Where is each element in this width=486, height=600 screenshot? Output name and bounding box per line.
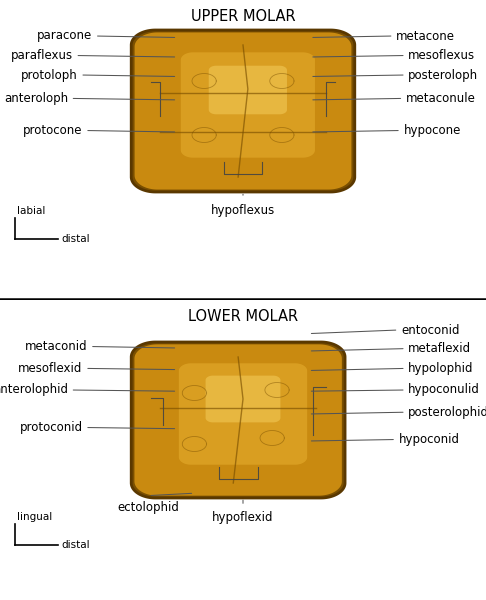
Text: paraflexus: paraflexus bbox=[11, 49, 73, 62]
Text: hypocone: hypocone bbox=[403, 124, 461, 137]
Text: mesoflexid: mesoflexid bbox=[18, 362, 83, 375]
Text: metaconid: metaconid bbox=[25, 340, 87, 353]
Text: anteroloph: anteroloph bbox=[4, 92, 68, 105]
Text: hypoflexid: hypoflexid bbox=[212, 511, 274, 524]
Text: posterolophid: posterolophid bbox=[408, 406, 486, 419]
Polygon shape bbox=[179, 363, 307, 464]
Polygon shape bbox=[131, 30, 355, 192]
Text: ectolophid: ectolophid bbox=[117, 501, 179, 514]
Text: labial: labial bbox=[17, 206, 45, 216]
Text: hypolophid: hypolophid bbox=[408, 362, 474, 375]
Text: posteroloph: posteroloph bbox=[408, 68, 478, 82]
Text: lingual: lingual bbox=[17, 512, 52, 522]
Text: hypoconid: hypoconid bbox=[399, 433, 460, 446]
Text: LOWER MOLAR: LOWER MOLAR bbox=[188, 309, 298, 324]
Polygon shape bbox=[206, 376, 280, 422]
Text: protoconid: protoconid bbox=[19, 421, 83, 434]
Text: metacone: metacone bbox=[396, 29, 455, 43]
Polygon shape bbox=[131, 342, 345, 498]
Text: protoloph: protoloph bbox=[21, 68, 78, 82]
Polygon shape bbox=[135, 344, 342, 496]
Text: mesoflexus: mesoflexus bbox=[408, 49, 475, 62]
Text: paracone: paracone bbox=[37, 29, 92, 43]
Polygon shape bbox=[135, 32, 351, 190]
Text: anterolophid: anterolophid bbox=[0, 383, 68, 397]
Polygon shape bbox=[181, 52, 315, 158]
Text: UPPER MOLAR: UPPER MOLAR bbox=[191, 9, 295, 24]
Text: hypoconulid: hypoconulid bbox=[408, 383, 480, 397]
Polygon shape bbox=[209, 66, 287, 114]
Text: metaconule: metaconule bbox=[406, 92, 476, 105]
Text: metaflexid: metaflexid bbox=[408, 342, 471, 355]
Text: distal: distal bbox=[61, 233, 90, 244]
Text: hypoflexus: hypoflexus bbox=[211, 204, 275, 217]
Text: distal: distal bbox=[61, 539, 90, 550]
Text: protocone: protocone bbox=[23, 124, 83, 137]
Text: entoconid: entoconid bbox=[401, 323, 459, 337]
